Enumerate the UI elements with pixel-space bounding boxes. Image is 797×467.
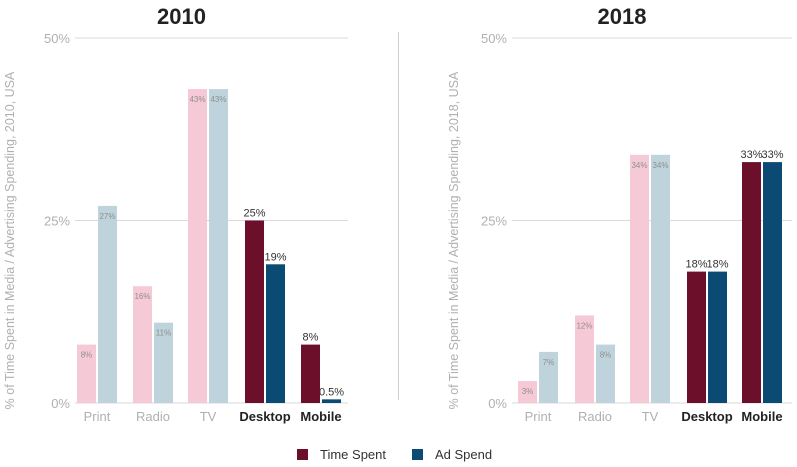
bar-2018-tv-ad-spend xyxy=(651,154,670,403)
x-tick-label-2010-mobile: Mobile xyxy=(300,409,341,424)
y-tick-label-2018-25: 25% xyxy=(481,214,507,229)
legend: Time Spent Ad Spend xyxy=(297,447,518,462)
data-label-2018-tv-ad-spend: 34% xyxy=(652,161,668,170)
bar-2010-tv-ad-spend xyxy=(209,89,228,403)
bar-2018-print-ad-spend xyxy=(539,351,558,403)
chart-title-2010: 2010 xyxy=(157,4,206,29)
bar-2018-desktop-time-spent xyxy=(687,271,706,403)
y-tick-label-2010-0: 0% xyxy=(51,396,70,411)
y-tick-label-2018-50: 50% xyxy=(481,31,507,46)
panel-divider xyxy=(398,32,399,400)
legend-item-time-spent: Time Spent xyxy=(297,447,386,462)
x-tick-label-2010-print: Print xyxy=(84,409,111,424)
bar-2018-radio-time-spent xyxy=(575,315,594,403)
bar-2018-mobile-ad-spend xyxy=(763,162,782,403)
bar-2018-desktop-ad-spend xyxy=(708,271,727,403)
data-label-2018-mobile-ad-spend: 33% xyxy=(761,149,783,161)
bar-2010-radio-ad-spend xyxy=(154,322,173,403)
data-label-2010-desktop-time-spent: 25% xyxy=(243,208,265,220)
data-label-2010-print-ad-spend: 27% xyxy=(99,212,115,221)
data-label-2018-tv-time-spent: 34% xyxy=(631,161,647,170)
bar-2010-tv-time-spent xyxy=(188,89,207,403)
x-tick-label-2018-mobile: Mobile xyxy=(741,409,782,424)
data-label-2010-tv-ad-spend: 43% xyxy=(210,95,226,104)
bar-2010-print-time-spent xyxy=(77,344,96,403)
bar-2010-radio-time-spent xyxy=(133,286,152,403)
data-label-2010-mobile-time-spent: 8% xyxy=(303,332,319,344)
data-label-2018-desktop-time-spent: 18% xyxy=(685,259,707,271)
data-label-2018-mobile-time-spent: 33% xyxy=(740,149,762,161)
data-label-2018-radio-ad-spend: 8% xyxy=(600,351,612,360)
x-tick-label-2018-tv: TV xyxy=(642,409,659,424)
legend-label-time-spent: Time Spent xyxy=(320,447,386,462)
data-label-2018-radio-time-spent: 12% xyxy=(576,321,592,330)
data-label-2018-desktop-ad-spend: 18% xyxy=(706,259,728,271)
y-tick-label-2010-50: 50% xyxy=(44,31,70,46)
legend-item-ad-spend: Ad Spend xyxy=(412,447,492,462)
x-tick-label-2010-radio: Radio xyxy=(136,409,170,424)
y-axis-label-2010: % of Time Spent in Media / Advertising S… xyxy=(3,71,17,409)
bar-2010-mobile-ad-spend xyxy=(322,399,341,403)
legend-swatch-ad-spend xyxy=(412,449,423,460)
y-tick-label-2018-0: 0% xyxy=(488,396,507,411)
legend-label-ad-spend: Ad Spend xyxy=(435,447,493,462)
bar-2010-print-ad-spend xyxy=(98,205,117,403)
x-tick-label-2010-desktop: Desktop xyxy=(239,409,290,424)
x-tick-label-2018-desktop: Desktop xyxy=(681,409,732,424)
bar-2018-tv-time-spent xyxy=(630,154,649,403)
x-tick-label-2010-tv: TV xyxy=(200,409,217,424)
legend-swatch-time-spent xyxy=(297,449,308,460)
data-label-2018-print-ad-spend: 7% xyxy=(543,358,555,367)
data-label-2010-radio-ad-spend: 11% xyxy=(156,329,171,338)
bar-2010-desktop-time-spent xyxy=(245,220,264,403)
bar-2010-desktop-ad-spend xyxy=(266,264,285,403)
bar-2010-mobile-time-spent xyxy=(301,344,320,403)
bar-2018-mobile-time-spent xyxy=(742,162,761,403)
data-label-2018-print-time-spent: 3% xyxy=(522,387,534,396)
data-label-2010-desktop-ad-spend: 19% xyxy=(264,251,286,263)
bar-2018-radio-ad-spend xyxy=(596,344,615,403)
x-tick-label-2018-radio: Radio xyxy=(578,409,612,424)
y-axis-label-2018: % of Time Spent in Media / Advertising S… xyxy=(447,71,461,409)
bar-2018-print-time-spent xyxy=(518,381,537,403)
data-label-2010-print-time-spent: 8% xyxy=(81,351,93,360)
data-label-2010-radio-time-spent: 16% xyxy=(134,292,150,301)
y-tick-label-2010-25: 25% xyxy=(44,214,70,229)
data-label-2010-mobile-ad-spend: 0.5% xyxy=(319,386,344,398)
chart-title-2018: 2018 xyxy=(598,4,647,29)
data-label-2010-tv-time-spent: 43% xyxy=(189,95,205,104)
x-tick-label-2018-print: Print xyxy=(525,409,552,424)
